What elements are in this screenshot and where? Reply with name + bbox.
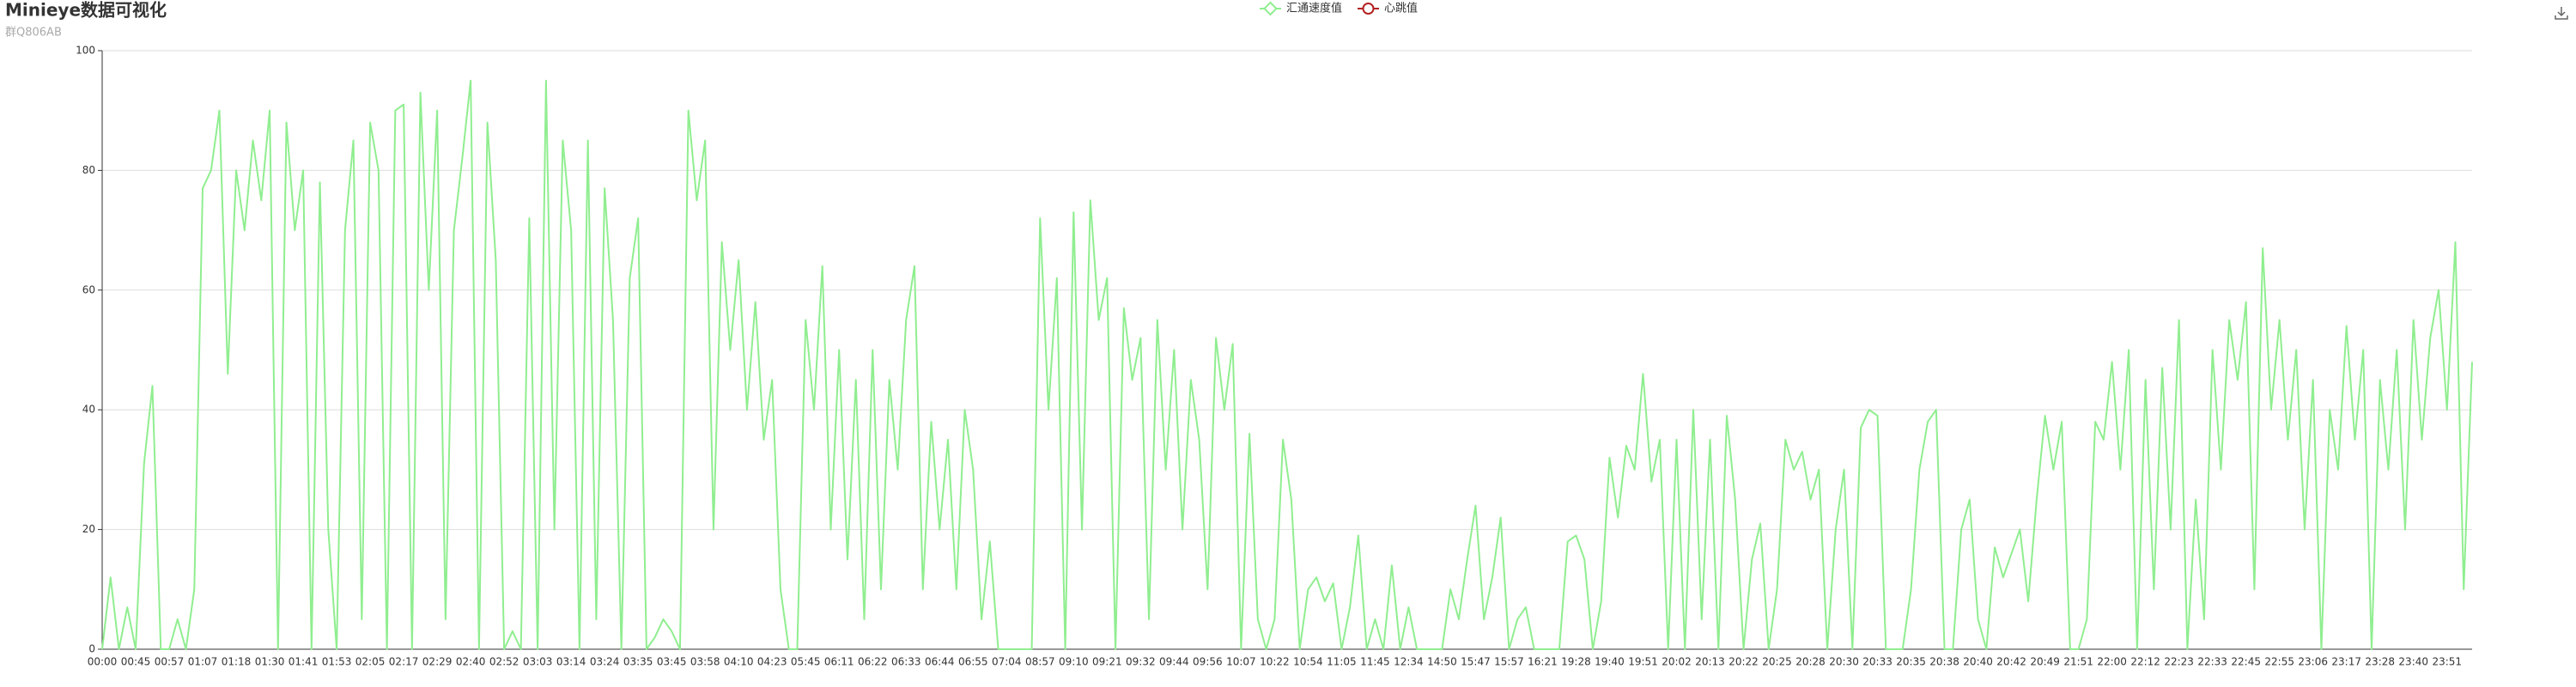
x-tick-label: 03:58 — [690, 656, 720, 668]
x-tick-label: 01:41 — [289, 656, 319, 668]
x-tick-label: 05:45 — [791, 656, 821, 668]
y-tick-label: 20 — [82, 523, 95, 535]
x-tick-label: 20:30 — [1829, 656, 1859, 668]
legend-label: 汇通速度值 — [1286, 2, 1342, 15]
x-tick-label: 15:57 — [1494, 656, 1524, 668]
x-tick-label: 03:14 — [556, 656, 586, 668]
x-tick-label: 21:51 — [2063, 656, 2093, 668]
x-tick-label: 23:17 — [2331, 656, 2361, 668]
x-tick-label: 04:23 — [757, 656, 787, 668]
x-tick-label: 06:22 — [858, 656, 888, 668]
x-tick-label: 00:45 — [121, 656, 151, 668]
legend-symbol — [1362, 3, 1375, 15]
x-tick-label: 20:22 — [1728, 656, 1759, 668]
x-tick-label: 19:28 — [1561, 656, 1591, 668]
x-tick-label: 19:51 — [1628, 656, 1658, 668]
x-tick-label: 23:40 — [2398, 656, 2428, 668]
download-icon[interactable] — [2555, 7, 2568, 20]
x-tick-label: 20:33 — [1862, 656, 1893, 668]
x-tick-label: 02:40 — [456, 656, 486, 668]
legend-symbol — [1263, 1, 1278, 16]
x-tick-label: 04:10 — [724, 656, 754, 668]
x-tick-label: 09:56 — [1193, 656, 1223, 668]
x-tick-label: 09:32 — [1126, 656, 1156, 668]
x-tick-label: 12:34 — [1394, 656, 1424, 668]
y-tick-label: 100 — [76, 45, 95, 57]
chart-subtitle: 群Q806AB — [5, 27, 62, 40]
series-line — [101, 79, 2473, 650]
x-tick-label: 06:44 — [925, 656, 955, 668]
x-tick-label: 22:55 — [2264, 656, 2294, 668]
x-tick-label: 09:44 — [1159, 656, 1189, 668]
x-tick-label: 08:57 — [1025, 656, 1055, 668]
x-tick-label: 06:55 — [958, 656, 988, 668]
x-tick-label: 20:25 — [1762, 656, 1792, 668]
x-tick-label: 20:49 — [2030, 656, 2060, 668]
x-tick-label: 20:02 — [1662, 656, 1692, 668]
x-tick-label: 01:07 — [188, 656, 218, 668]
x-tick-label: 20:42 — [1996, 656, 2026, 668]
x-tick-label: 20:38 — [1929, 656, 1959, 668]
x-tick-label: 03:03 — [523, 656, 553, 668]
x-tick-label: 07:04 — [992, 656, 1022, 668]
x-tick-label: 10:54 — [1293, 656, 1323, 668]
x-tick-label: 00:00 — [88, 656, 118, 668]
legend-label: 心跳值 — [1384, 2, 1418, 15]
x-tick-label: 15:47 — [1461, 656, 1491, 668]
x-tick-label: 03:45 — [657, 656, 687, 668]
x-tick-label: 01:30 — [255, 656, 285, 668]
x-tick-label: 02:05 — [355, 656, 386, 668]
x-tick-label: 11:45 — [1360, 656, 1390, 668]
x-tick-label: 06:33 — [891, 656, 921, 668]
x-tick-label: 20:40 — [1963, 656, 1993, 668]
x-tick-label: 02:52 — [489, 656, 519, 668]
x-tick-label: 19:40 — [1595, 656, 1625, 668]
x-tick-label: 00:57 — [155, 656, 185, 668]
x-tick-label: 22:45 — [2231, 656, 2261, 668]
x-tick-label: 06:11 — [824, 656, 854, 668]
x-tick-label: 03:35 — [623, 656, 653, 668]
x-tick-label: 02:17 — [389, 656, 419, 668]
x-tick-label: 22:23 — [2164, 656, 2194, 668]
x-tick-label: 23:51 — [2432, 656, 2462, 668]
x-tick-label: 09:10 — [1059, 656, 1089, 668]
x-tick-label: 23:06 — [2298, 656, 2328, 668]
x-tick-label: 14:50 — [1427, 656, 1457, 668]
y-tick-label: 80 — [82, 164, 95, 176]
x-tick-label: 22:12 — [2130, 656, 2160, 668]
y-tick-label: 0 — [88, 643, 95, 655]
x-tick-label: 22:33 — [2197, 656, 2227, 668]
chart-title: Minieye数据可视化 — [5, 0, 167, 21]
x-tick-label: 20:13 — [1695, 656, 1725, 668]
download-glyph[interactable] — [2555, 7, 2568, 20]
y-tick-label: 40 — [82, 404, 95, 416]
x-tick-label: 03:24 — [590, 656, 620, 668]
x-tick-label: 16:21 — [1528, 656, 1558, 668]
x-tick-label: 09:21 — [1092, 656, 1122, 668]
x-tick-label: 23:28 — [2365, 656, 2395, 668]
x-tick-label: 20:35 — [1896, 656, 1926, 668]
legend-item[interactable]: 心跳值 — [1358, 2, 1418, 15]
x-tick-label: 20:28 — [1795, 656, 1826, 668]
legend: 汇通速度值 心跳值 — [1259, 1, 1418, 16]
x-tick-label: 02:29 — [422, 656, 453, 668]
x-tick-label: 10:22 — [1260, 656, 1290, 668]
x-tick-label: 01:53 — [322, 656, 352, 668]
x-tick-label: 22:00 — [2097, 656, 2127, 668]
y-tick-label: 60 — [82, 283, 95, 295]
x-tick-label: 10:07 — [1226, 656, 1256, 668]
legend-item[interactable]: 汇通速度值 — [1259, 1, 1342, 16]
x-tick-label: 01:18 — [222, 656, 252, 668]
x-tick-label: 11:05 — [1327, 656, 1357, 668]
